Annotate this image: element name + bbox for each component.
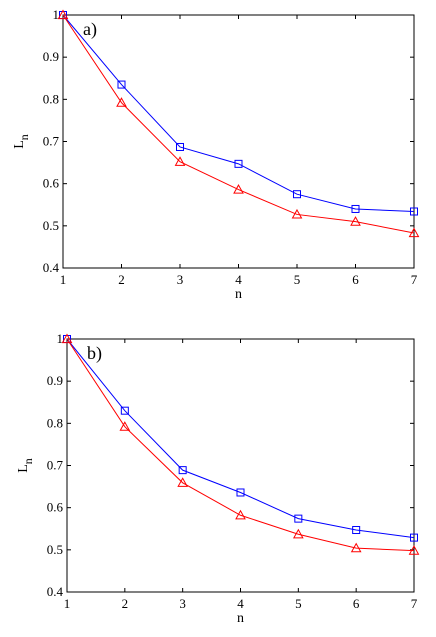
- panel-a-x-tick-label: 7: [411, 272, 418, 287]
- panel-a-y-tick-label: 0.7: [43, 134, 60, 149]
- panel-b-y-tick-label: 1: [57, 331, 64, 346]
- panel-b-series-red-triangles-point: [177, 477, 189, 487]
- panel-b-series-red-triangles-point: [61, 333, 73, 344]
- panel-a-series-red-triangles: [57, 9, 420, 238]
- panel-a-series-red-triangles-point: [233, 184, 244, 194]
- panel-b-y-tick-label: 0.8: [47, 415, 63, 430]
- panel-b-y-axis-label-subscript: n: [21, 458, 35, 464]
- panel-b-series-blue-squares-point: [410, 533, 418, 542]
- panel-a-x-tick-label: 1: [60, 272, 67, 287]
- panel-a-series-blue-squares-point: [176, 142, 184, 151]
- panel-b-series-red-triangles-line: [66, 338, 415, 552]
- panel-b-x-tick-label: 2: [122, 596, 129, 611]
- panel-a-x-tick-label: 4: [235, 272, 242, 287]
- panel-b-series-blue-squares-point: [352, 526, 361, 535]
- panel-a-series-blue-squares-point: [234, 159, 243, 168]
- panel-b-y-tick-label: 0.6: [47, 500, 64, 515]
- panel-b-series-red-triangles-point: [235, 509, 246, 520]
- panel-a-series-red-triangles-point: [174, 156, 186, 166]
- panel-a-label: a): [83, 19, 97, 40]
- panel-a-series-blue-squares-line: [62, 14, 415, 212]
- panel-a-y-tick-label: 0.6: [43, 176, 60, 191]
- panel-a-y-axis-label: Ln: [12, 134, 31, 149]
- panel-a-y-tick-label: 0.5: [43, 218, 59, 233]
- panel-a-series-red-triangles-point: [57, 9, 69, 20]
- panel-b-series-blue-squares: [63, 335, 418, 542]
- panel-b-label: b): [87, 343, 102, 364]
- panel-a-series-blue-squares-point: [293, 190, 301, 199]
- panel-a-y-axis-label-main: L: [12, 140, 27, 149]
- panel-a-y-tick-label: 0.8: [43, 91, 59, 106]
- panel-a-x-axis-label: n: [235, 287, 242, 302]
- panel-b-series-blue-squares-point: [236, 488, 245, 497]
- panel-a-series-red-triangles-point: [350, 216, 361, 226]
- panel-a-y-tick-label: 1: [53, 7, 60, 22]
- panel-a-series-red-triangles-point: [408, 227, 420, 238]
- panel-b-y-tick-label: 0.9: [47, 373, 63, 388]
- panel-b-x-tick-label: 5: [295, 596, 302, 611]
- panel-a-y-tick-label: 0.9: [43, 49, 59, 64]
- panel-b-series-red-triangles-point: [350, 542, 362, 553]
- panel-a-series-blue-squares-point: [117, 80, 126, 89]
- panel-b-x-tick-label: 4: [237, 596, 244, 611]
- panel-b-y-tick-label: 0.5: [47, 542, 63, 557]
- panel-b-series-blue-squares-point: [120, 406, 129, 415]
- panel-b-series-blue-squares-point: [178, 466, 187, 475]
- panel-a-y-axis-label-subscript: n: [17, 134, 31, 140]
- panel-b-y-tick-label: 0.7: [47, 458, 64, 473]
- panel-a-series-blue-squares-point: [351, 204, 360, 213]
- panel-a-series-red-triangles-line: [62, 14, 415, 234]
- panel-b-y-axis-label: Ln: [16, 458, 35, 473]
- panel-b-series-blue-squares-point: [294, 514, 303, 523]
- panel-b-series-red-triangles-point: [292, 528, 304, 539]
- panel-b-y-tick-label: 0.4: [47, 584, 64, 599]
- panel-b-series-blue-squares-line: [66, 338, 415, 539]
- panel-a-series-blue-squares-point: [410, 207, 418, 216]
- panel-b-x-axis-label: n: [237, 611, 244, 626]
- panel-a-x-tick-label: 3: [177, 272, 184, 287]
- panel-b-y-axis-label-main: L: [16, 464, 31, 473]
- panel-b-x-tick-label: 3: [179, 596, 186, 611]
- panel-a-series-red-triangles-point: [116, 97, 127, 107]
- panel-a-series-red-triangles-point: [291, 208, 303, 219]
- panel-b-axes-frame: [66, 338, 415, 593]
- panel-a-x-tick-label: 6: [352, 272, 359, 287]
- panel-b-series-red-triangles-point: [119, 421, 131, 431]
- panel-b-x-tick-label: 7: [411, 596, 418, 611]
- panel-b-series-red-triangles: [61, 333, 420, 555]
- panel-b-series-red-triangles-point: [408, 545, 420, 555]
- panel-a-axes-frame: [62, 14, 415, 269]
- panel-a-x-tick-label: 5: [294, 272, 301, 287]
- panel-b-x-tick-label: 6: [353, 596, 360, 611]
- panel-a-x-tick-label: 2: [118, 272, 125, 287]
- panel-a-y-tick-label: 0.4: [43, 260, 60, 275]
- panel-b-x-tick-label: 1: [64, 596, 71, 611]
